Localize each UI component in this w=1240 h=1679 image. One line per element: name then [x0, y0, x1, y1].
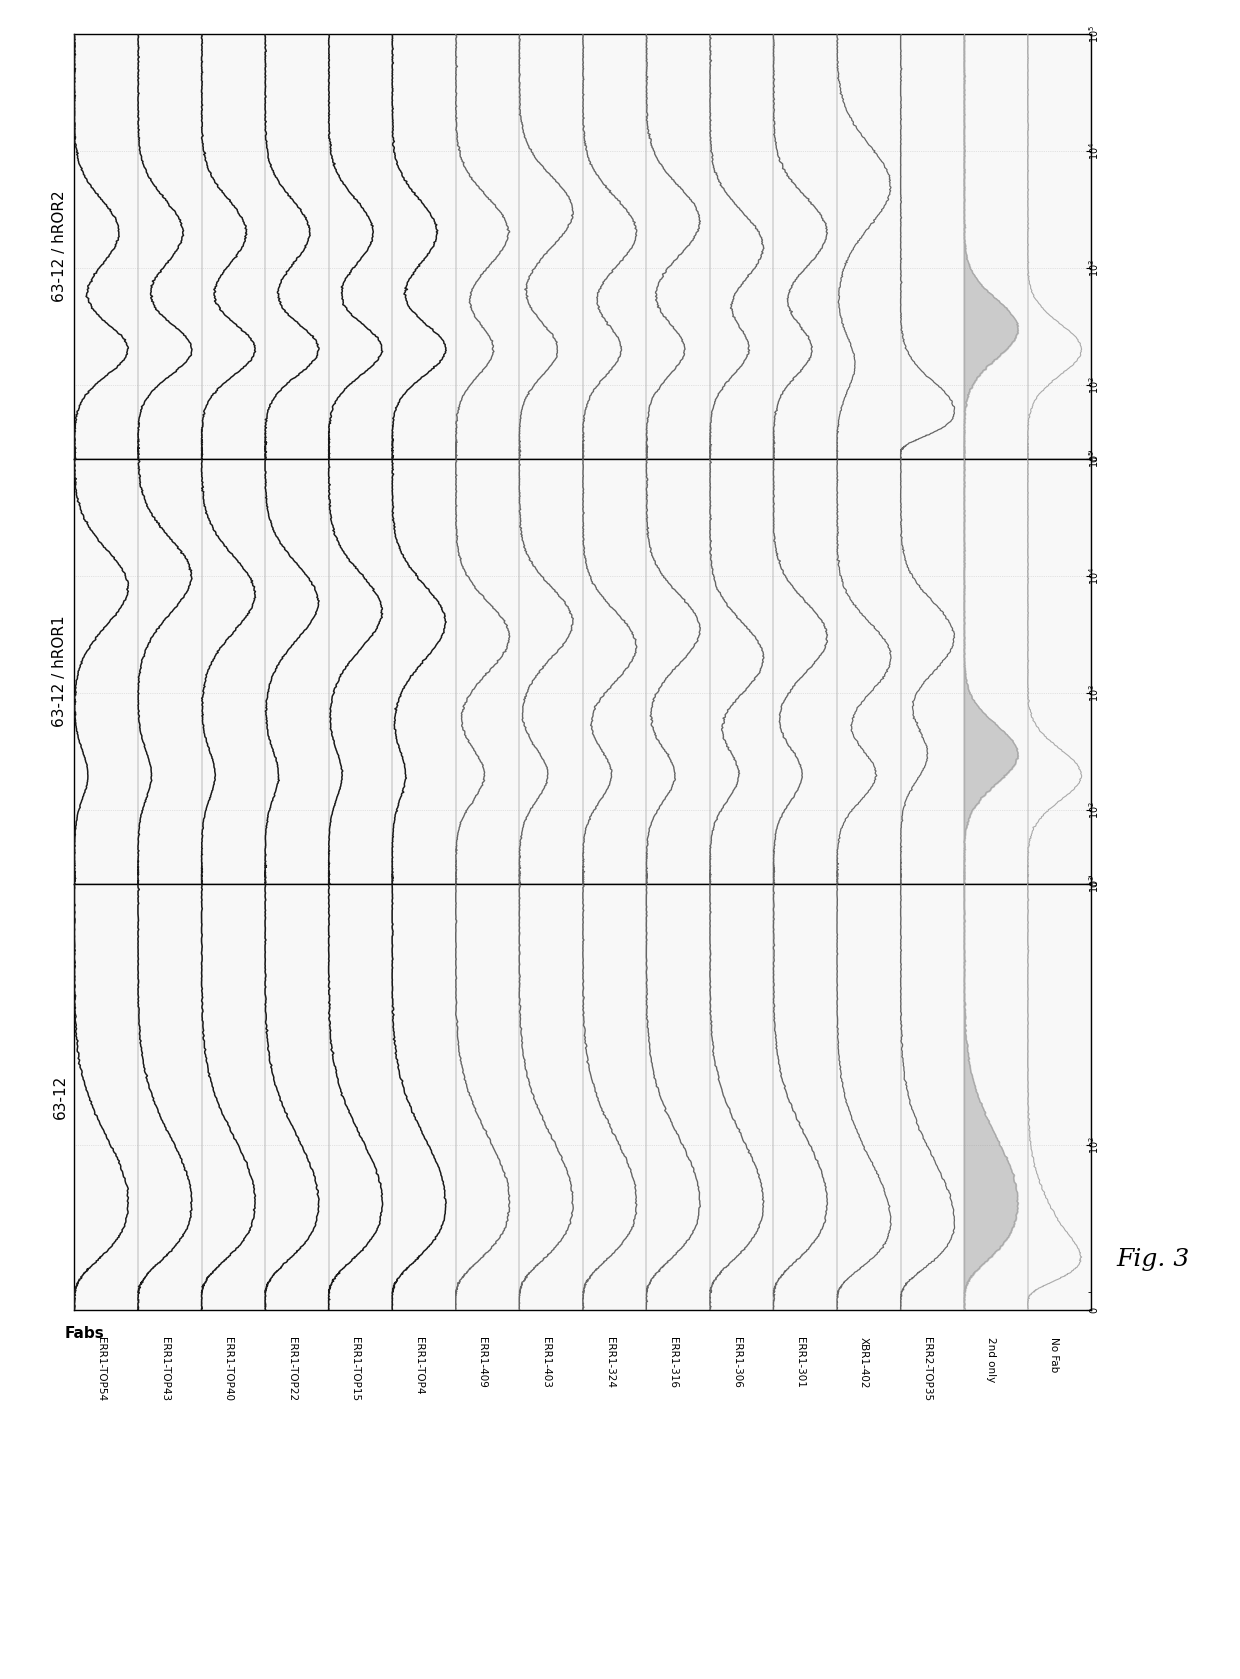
Text: 2nd only: 2nd only: [986, 1336, 996, 1382]
Text: ERR1-TOP15: ERR1-TOP15: [351, 1336, 361, 1400]
Text: ERR1-TOP43: ERR1-TOP43: [160, 1336, 170, 1400]
Text: ERR1-316: ERR1-316: [668, 1336, 678, 1389]
Y-axis label: 63-12: 63-12: [52, 1075, 67, 1120]
Text: ERR1-306: ERR1-306: [732, 1336, 742, 1389]
Text: Fabs: Fabs: [64, 1326, 104, 1342]
Text: ERR1-409: ERR1-409: [477, 1336, 487, 1389]
Text: ERR2-TOP35: ERR2-TOP35: [923, 1336, 932, 1400]
Text: ERR1-TOP4: ERR1-TOP4: [414, 1336, 424, 1395]
Text: ERR1-403: ERR1-403: [541, 1336, 551, 1389]
Text: ERR1-301: ERR1-301: [795, 1336, 805, 1389]
Text: Fig. 3: Fig. 3: [1116, 1247, 1190, 1271]
Text: ERR1-324: ERR1-324: [605, 1336, 615, 1389]
Y-axis label: 63-12 / hROR1: 63-12 / hROR1: [52, 616, 67, 727]
Text: ERR1-TOP54: ERR1-TOP54: [97, 1336, 107, 1400]
Text: ERR1-TOP40: ERR1-TOP40: [223, 1336, 233, 1400]
Text: XBR1-402: XBR1-402: [859, 1336, 869, 1389]
Y-axis label: 63-12 / hROR2: 63-12 / hROR2: [52, 190, 67, 302]
Text: No Fab: No Fab: [1049, 1336, 1059, 1372]
Text: ERR1-TOP22: ERR1-TOP22: [286, 1336, 296, 1400]
